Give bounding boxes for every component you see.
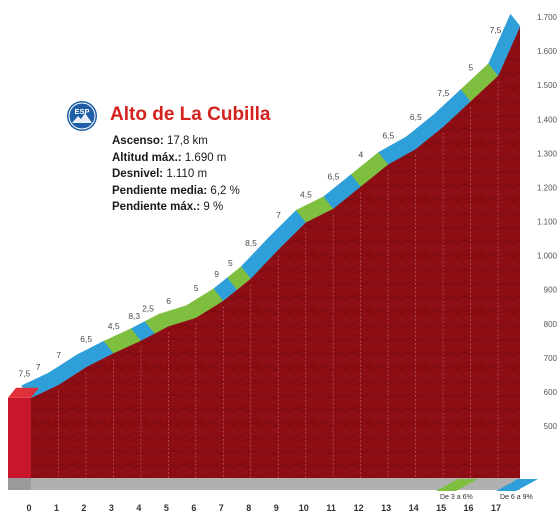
legend: De 3 a 6% De 6 a 9%: [430, 475, 555, 505]
front-block: [8, 397, 31, 478]
stat-label: Pendiente media:: [112, 184, 208, 197]
x-tick-label: 8: [246, 503, 251, 513]
grade-label: 8,5: [245, 238, 257, 248]
slope-segment: [488, 13, 521, 77]
legend-swatch-blue: [496, 479, 538, 491]
grade-label: 4,5: [300, 189, 312, 199]
stat-value: 1.690 m: [181, 151, 227, 164]
x-tick-label: 2: [81, 503, 86, 513]
grade-label: 2,5: [142, 304, 154, 314]
x-tick-label: 1: [54, 503, 59, 513]
x-tick-label: 5: [164, 503, 169, 513]
x-tick-label: 7: [219, 503, 224, 513]
stat-row: Pendiente máx.: 9 %: [112, 199, 240, 216]
y-tick-label: 1.700: [537, 13, 558, 22]
y-tick-label: 1.100: [537, 218, 558, 227]
y-tick-label: 1.200: [537, 183, 558, 192]
stat-label: Desnivel:: [112, 168, 164, 181]
legend-swatches: [436, 479, 538, 491]
grade-label: 4: [359, 149, 364, 159]
y-tick-label: 1.300: [537, 149, 558, 158]
grade-label: 7: [36, 362, 41, 372]
y-tick-label: 1.400: [537, 115, 558, 124]
stat-label: Ascenso:: [112, 135, 164, 147]
esp-badge: ESP: [67, 101, 97, 131]
esp-badge-text: ESP: [74, 107, 89, 116]
grade-label: 7,5: [18, 368, 30, 378]
x-tick-label: 12: [354, 503, 364, 513]
stat-row: Ascenso: 17,8 km: [112, 133, 240, 150]
stat-value: 17,8 km: [163, 135, 208, 147]
x-tick-label: 3: [109, 503, 114, 513]
y-tick-label: 600: [544, 388, 558, 397]
legend-label-green: De 3 a 6%: [440, 494, 473, 501]
stat-label: Altitud máx.:: [112, 151, 182, 164]
grade-label: 6,5: [410, 112, 422, 122]
stats-list: Ascenso: 17,8 km Altitud máx.: 1.690 m Des…: [112, 133, 240, 216]
y-tick-label: 700: [544, 354, 558, 363]
x-tick-label: 14: [409, 503, 419, 513]
grade-label: 5: [468, 62, 473, 72]
x-tick-label: 13: [381, 503, 391, 513]
y-tick-label: 1.600: [537, 47, 558, 56]
grade-label: 4,5: [108, 321, 120, 331]
base-cap: [8, 478, 31, 490]
x-tick-label: 11: [326, 503, 336, 513]
grade-label: 7,5: [490, 25, 502, 35]
base-strip: [8, 478, 520, 490]
front-block-top: [8, 387, 39, 398]
x-tick-label: 15: [436, 503, 446, 513]
x-tick-label: 17: [491, 503, 501, 513]
grade-label: 5: [228, 258, 233, 268]
stat-row: Pendiente media: 6,2 %: [112, 183, 240, 200]
y-tick-label: 900: [544, 286, 558, 295]
x-tick-label: 10: [299, 503, 309, 513]
grade-label: 7,5: [437, 88, 449, 98]
y-tick-label: 800: [544, 320, 558, 329]
legend-label-blue: De 6 a 9%: [500, 494, 533, 501]
legend-swatch-green: [436, 479, 478, 491]
x-tick-label: 0: [26, 503, 31, 513]
grade-label: 9: [214, 269, 219, 279]
grade-label: 8,3: [128, 311, 140, 321]
stat-value: 1.110 m: [163, 168, 208, 181]
grade-label: 7: [56, 350, 61, 360]
stat-row: Desnivel: 1.110 m: [112, 166, 240, 183]
stat-row: Altitud máx.: 1.690 m: [112, 150, 240, 167]
profile-area: [31, 26, 520, 478]
stat-label: Pendiente máx.:: [112, 201, 201, 214]
stat-value: 9 %: [200, 201, 224, 214]
grade-label: 6,5: [80, 334, 92, 344]
chart-title: Alto de La Cubilla: [110, 104, 271, 125]
grade-label: 7: [276, 210, 281, 220]
y-tick-label: 500: [544, 422, 558, 431]
y-tick-label: 1.000: [537, 252, 558, 261]
x-tick-label: 9: [274, 503, 279, 513]
x-tick-label: 16: [464, 503, 474, 513]
grade-label: 6: [166, 296, 171, 306]
grade-label: 5: [194, 283, 199, 293]
grade-label: 6,5: [382, 131, 394, 141]
x-tick-label: 4: [136, 503, 141, 513]
y-tick-label: 1.500: [537, 81, 558, 90]
grade-label: 6,5: [328, 171, 340, 181]
x-tick-label: 6: [191, 503, 196, 513]
stat-value: 6,2 %: [207, 184, 240, 197]
